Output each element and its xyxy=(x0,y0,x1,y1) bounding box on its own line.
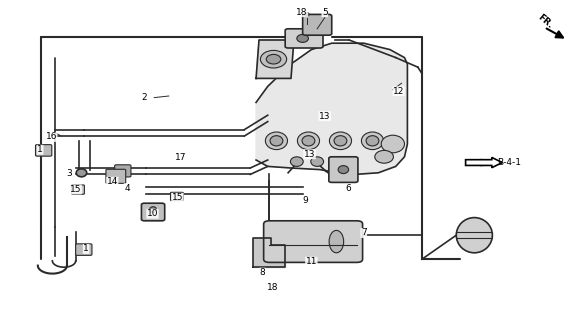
Ellipse shape xyxy=(361,132,384,149)
FancyBboxPatch shape xyxy=(106,169,126,183)
Text: 12: 12 xyxy=(393,87,404,96)
FancyArrow shape xyxy=(466,157,502,168)
Text: FR.: FR. xyxy=(535,13,554,30)
FancyBboxPatch shape xyxy=(115,165,131,177)
Text: 17: 17 xyxy=(175,153,186,162)
Text: 10: 10 xyxy=(147,209,158,218)
Text: 1: 1 xyxy=(83,244,89,253)
Text: 8: 8 xyxy=(260,268,265,277)
Text: 18: 18 xyxy=(296,8,308,17)
Ellipse shape xyxy=(329,230,343,253)
Text: 13: 13 xyxy=(304,150,315,159)
Ellipse shape xyxy=(375,150,393,163)
Text: 6: 6 xyxy=(345,184,351,193)
Ellipse shape xyxy=(381,135,404,153)
Ellipse shape xyxy=(297,34,308,42)
Ellipse shape xyxy=(366,136,379,146)
Ellipse shape xyxy=(334,136,347,146)
Ellipse shape xyxy=(76,169,87,177)
Text: 2: 2 xyxy=(141,93,147,102)
Text: B-4-1: B-4-1 xyxy=(498,158,521,167)
Polygon shape xyxy=(256,40,294,78)
Text: 5: 5 xyxy=(322,8,328,17)
Polygon shape xyxy=(256,43,407,174)
Ellipse shape xyxy=(456,218,492,253)
Ellipse shape xyxy=(290,157,303,166)
Ellipse shape xyxy=(304,12,309,16)
Text: 1: 1 xyxy=(37,145,43,154)
Ellipse shape xyxy=(338,166,349,173)
Ellipse shape xyxy=(270,136,283,146)
Ellipse shape xyxy=(297,132,320,149)
Ellipse shape xyxy=(311,157,324,166)
Text: 9: 9 xyxy=(303,196,308,205)
FancyBboxPatch shape xyxy=(285,29,323,48)
Ellipse shape xyxy=(265,132,288,149)
Ellipse shape xyxy=(302,136,315,146)
Text: 11: 11 xyxy=(306,257,317,266)
Text: 18: 18 xyxy=(267,283,278,292)
FancyBboxPatch shape xyxy=(36,145,52,156)
Text: 3: 3 xyxy=(66,169,72,178)
FancyBboxPatch shape xyxy=(171,192,183,201)
FancyBboxPatch shape xyxy=(329,157,358,182)
Text: 13: 13 xyxy=(319,112,331,121)
Text: 4: 4 xyxy=(124,184,130,193)
Ellipse shape xyxy=(260,51,286,68)
FancyBboxPatch shape xyxy=(141,203,165,221)
Ellipse shape xyxy=(266,54,281,64)
Text: 15: 15 xyxy=(70,185,81,194)
Text: 16: 16 xyxy=(45,132,57,141)
Text: 15: 15 xyxy=(172,193,183,202)
Text: 7: 7 xyxy=(361,228,367,237)
FancyBboxPatch shape xyxy=(303,14,332,35)
FancyBboxPatch shape xyxy=(264,221,363,262)
Ellipse shape xyxy=(150,207,157,212)
Ellipse shape xyxy=(329,132,352,149)
Polygon shape xyxy=(253,238,285,267)
FancyBboxPatch shape xyxy=(72,185,84,194)
Text: 14: 14 xyxy=(107,177,118,186)
FancyBboxPatch shape xyxy=(76,244,92,255)
